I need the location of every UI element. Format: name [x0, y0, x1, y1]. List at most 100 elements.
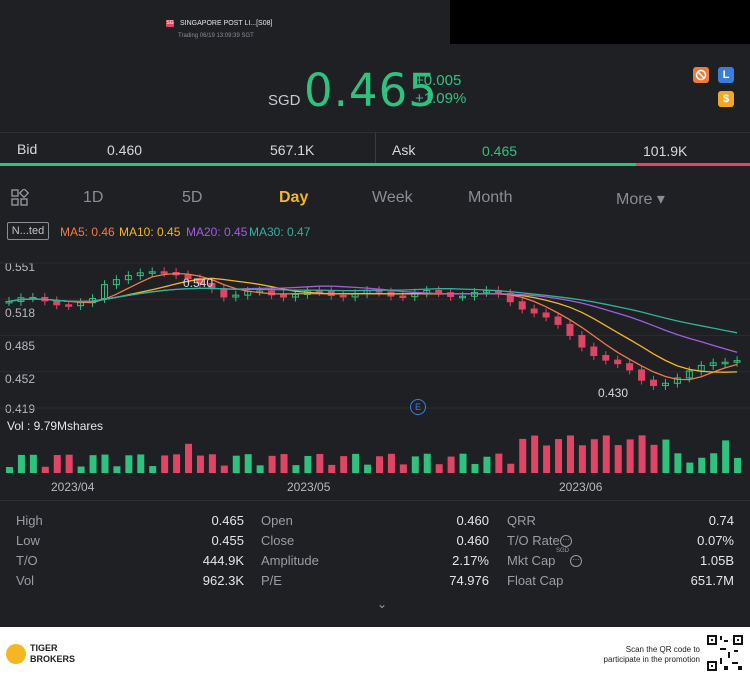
candle-body[interactable]	[530, 308, 538, 314]
volume-bar	[531, 435, 539, 473]
adjust-type-selector[interactable]: N...ted	[7, 222, 49, 240]
volume-bar	[149, 466, 157, 473]
volume-bar	[471, 463, 479, 473]
candle-body[interactable]	[542, 312, 550, 318]
x-tick-label: 2023/06	[559, 480, 603, 494]
candle-body[interactable]	[196, 278, 204, 284]
candle-body[interactable]	[280, 294, 288, 298]
candle-body[interactable]	[100, 284, 108, 300]
candle-body[interactable]	[232, 294, 240, 298]
volume-bar	[89, 455, 97, 473]
candle-body[interactable]	[339, 294, 347, 298]
candle-body[interactable]	[148, 271, 156, 274]
candle-body[interactable]	[5, 300, 13, 304]
volume-bar	[29, 454, 37, 473]
candle-body[interactable]	[291, 293, 299, 298]
bid-size: 567.1K	[270, 142, 315, 158]
volume-bar	[113, 466, 121, 473]
candle-body[interactable]	[315, 290, 323, 293]
candle-body[interactable]	[518, 301, 526, 310]
candle-body[interactable]	[566, 323, 574, 336]
promo-line1: Scan the QR code to	[625, 645, 700, 654]
promo-footer	[0, 627, 750, 680]
candle-body[interactable]	[733, 360, 741, 363]
candle-body[interactable]	[506, 292, 514, 303]
volume-bar	[734, 457, 742, 473]
volume-bar	[232, 455, 240, 473]
candle-body[interactable]	[590, 346, 598, 357]
candle-body[interactable]	[112, 279, 120, 286]
candle-body[interactable]	[435, 289, 443, 294]
stat-label: P/E	[261, 573, 282, 588]
volume-bar	[185, 443, 193, 473]
volume-bar	[698, 457, 706, 473]
volume-bar	[495, 453, 503, 473]
volume-bar	[53, 455, 61, 473]
ask-volume-bar	[636, 163, 750, 166]
volume-bar	[328, 464, 336, 473]
tab-5d[interactable]: 5D	[182, 189, 203, 206]
level1-icon[interactable]: L	[718, 67, 734, 83]
tab-month[interactable]: Month	[468, 189, 513, 206]
volume-bar	[41, 466, 49, 473]
volume-bar	[459, 453, 467, 473]
ma20-line	[8, 285, 738, 353]
brand-name: TIGER BROKERS	[30, 643, 75, 665]
stock-name[interactable]: SINGAPORE POST LI...[S08]	[180, 20, 273, 27]
stat-label: Amplitude	[261, 553, 319, 568]
candle-body[interactable]	[721, 361, 729, 365]
info-icon[interactable]: ⋯	[560, 535, 572, 547]
candle-body[interactable]	[136, 272, 144, 277]
candle-body[interactable]	[124, 275, 132, 281]
candle-body[interactable]	[661, 382, 669, 387]
candle-body[interactable]	[650, 379, 658, 387]
layout-icon[interactable]	[11, 187, 30, 207]
candle-body[interactable]	[626, 363, 634, 371]
qr-code[interactable]	[706, 634, 744, 672]
volume-bar	[125, 455, 133, 473]
volume-bar	[376, 456, 383, 473]
candle-body[interactable]	[602, 355, 610, 361]
volume-bar	[101, 454, 109, 473]
event-marker[interactable]: E	[410, 399, 426, 415]
stat-value: 1.05B	[700, 553, 734, 568]
candle-body[interactable]	[447, 292, 455, 297]
candle-body[interactable]	[459, 295, 467, 299]
candlestick-chart[interactable]	[0, 255, 750, 480]
bid-price: 0.460	[107, 142, 143, 158]
candle-body[interactable]	[578, 334, 586, 348]
currency-label: SGD	[268, 92, 301, 109]
candle-body[interactable]	[673, 377, 681, 384]
stat-label: QRR	[507, 513, 536, 528]
candle-body[interactable]	[160, 271, 168, 274]
volume-bar	[340, 456, 348, 473]
dollar-icon[interactable]: $	[718, 91, 734, 107]
tab-day[interactable]: Day	[279, 189, 309, 206]
tab-week[interactable]: Week	[372, 189, 413, 206]
x-tick-label: 2023/04	[51, 480, 95, 494]
stat-label: Mkt Cap	[507, 553, 556, 568]
candle-body[interactable]	[709, 362, 717, 366]
candle-body[interactable]	[399, 295, 407, 299]
candle-body[interactable]	[685, 370, 693, 379]
candle-body[interactable]	[220, 288, 228, 298]
volume-bar	[6, 467, 13, 473]
volume-bar	[304, 455, 312, 473]
volume-bar	[722, 440, 730, 473]
hide-icon[interactable]	[693, 67, 709, 83]
stat-label: T/O	[16, 553, 38, 568]
candle-body[interactable]	[65, 304, 73, 307]
volume-bar	[77, 466, 85, 473]
status-area	[450, 0, 750, 44]
tab-1d[interactable]: 1D	[83, 189, 104, 206]
volume-bar	[316, 453, 324, 473]
info-icon[interactable]: ⋯	[570, 555, 582, 567]
tab-more[interactable]: More ▾	[616, 191, 665, 208]
volume-bar	[650, 444, 658, 473]
candle-body[interactable]	[184, 274, 192, 280]
candle-body[interactable]	[614, 359, 622, 365]
candle-body[interactable]	[638, 369, 646, 381]
candle-body[interactable]	[554, 316, 562, 325]
chevron-down-icon[interactable]: ⌄	[377, 597, 388, 611]
candle-body[interactable]	[53, 300, 61, 306]
